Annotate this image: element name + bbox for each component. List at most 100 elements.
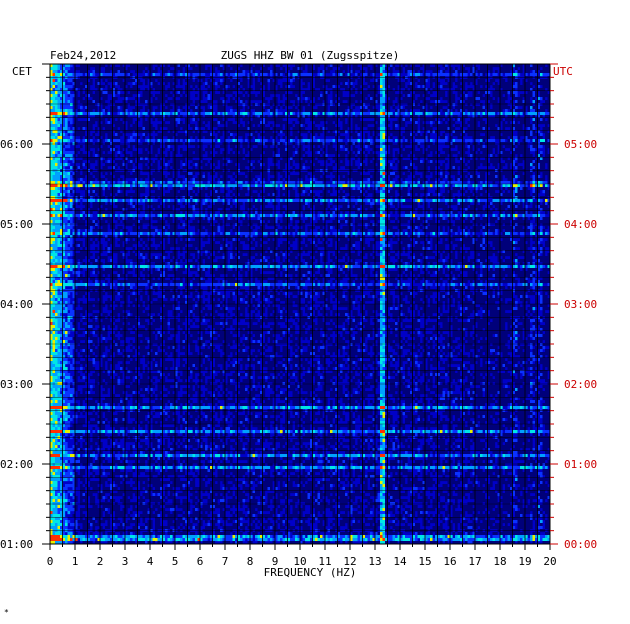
heatmap-cell bbox=[135, 85, 138, 89]
heatmap-cell bbox=[112, 94, 116, 98]
heatmap-cell bbox=[490, 145, 493, 149]
heatmap-cell bbox=[545, 85, 548, 89]
heatmap-cell bbox=[155, 100, 158, 104]
heatmap-cell bbox=[530, 112, 533, 116]
heatmap-cell bbox=[382, 85, 386, 89]
heatmap-cell bbox=[300, 109, 303, 113]
heatmap-cell bbox=[332, 133, 336, 137]
heatmap-cell bbox=[347, 124, 351, 128]
heatmap-cell bbox=[420, 70, 423, 74]
heatmap-cell bbox=[280, 103, 283, 107]
heatmap-cell bbox=[245, 97, 248, 101]
heatmap-cell bbox=[212, 91, 216, 95]
heatmap-cell bbox=[180, 112, 183, 116]
heatmap-cell bbox=[100, 148, 103, 152]
heatmap-cell bbox=[425, 136, 428, 140]
heatmap-cell bbox=[445, 136, 448, 140]
heatmap-cell bbox=[175, 172, 178, 176]
heatmap-cell bbox=[355, 73, 358, 77]
heatmap-cell bbox=[367, 88, 371, 92]
heatmap-cell bbox=[507, 73, 511, 77]
heatmap-cell bbox=[157, 64, 161, 68]
heatmap-cell bbox=[52, 97, 56, 101]
heatmap-cell bbox=[472, 112, 476, 116]
heatmap-cell bbox=[357, 88, 361, 92]
heatmap-cell bbox=[502, 85, 506, 89]
heatmap-cell bbox=[62, 97, 66, 101]
heatmap-cell bbox=[535, 67, 538, 71]
heatmap-cell bbox=[515, 148, 518, 152]
heatmap-cell bbox=[237, 118, 241, 122]
heatmap-cell bbox=[245, 64, 248, 68]
heatmap-cell bbox=[492, 100, 496, 104]
heatmap-cell bbox=[62, 124, 66, 128]
heatmap-cell bbox=[500, 136, 503, 140]
heatmap-cell bbox=[52, 118, 56, 122]
heatmap-cell bbox=[85, 106, 88, 110]
heatmap-cell bbox=[60, 118, 63, 122]
heatmap-cell bbox=[502, 79, 506, 83]
heatmap-cell bbox=[380, 130, 383, 134]
heatmap-cell bbox=[435, 70, 438, 74]
heatmap-cell bbox=[382, 145, 386, 149]
heatmap-cell bbox=[87, 157, 91, 161]
heatmap-cell bbox=[155, 163, 158, 167]
heatmap-cell bbox=[107, 118, 111, 122]
heatmap-cell bbox=[532, 148, 536, 152]
heatmap-cell bbox=[437, 91, 441, 95]
heatmap-cell bbox=[510, 115, 513, 119]
heatmap-cell bbox=[527, 154, 531, 158]
heatmap-cell bbox=[277, 106, 281, 110]
heatmap-cell bbox=[75, 67, 78, 71]
heatmap-cell bbox=[470, 166, 473, 170]
heatmap-cell bbox=[412, 64, 416, 68]
heatmap-cell bbox=[452, 112, 456, 116]
heatmap-cell bbox=[397, 163, 401, 167]
heatmap-cell bbox=[257, 97, 261, 101]
heatmap-cell bbox=[67, 154, 71, 158]
heatmap-cell bbox=[500, 172, 503, 176]
heatmap-cell bbox=[140, 130, 143, 134]
heatmap-cell bbox=[247, 73, 251, 77]
heatmap-cell bbox=[235, 151, 238, 155]
heatmap-cell bbox=[525, 82, 528, 86]
heatmap-cell bbox=[502, 97, 506, 101]
heatmap-cell bbox=[210, 136, 213, 140]
heatmap-cell bbox=[305, 106, 308, 110]
heatmap-cell bbox=[222, 70, 226, 74]
heatmap-cell bbox=[100, 88, 103, 92]
heatmap-cell bbox=[327, 145, 331, 149]
heatmap-cell bbox=[60, 91, 63, 95]
heatmap-cell bbox=[182, 172, 186, 176]
heatmap-cell bbox=[417, 133, 421, 137]
heatmap-cell bbox=[402, 154, 406, 158]
heatmap-cell bbox=[515, 142, 518, 146]
heatmap-cell bbox=[380, 85, 383, 89]
heatmap-cell bbox=[302, 100, 306, 104]
heatmap-cell bbox=[457, 103, 461, 107]
heatmap-cell bbox=[317, 91, 321, 95]
heatmap-cell bbox=[107, 148, 111, 152]
heatmap-cell bbox=[465, 79, 468, 83]
heatmap-cell bbox=[82, 115, 86, 119]
heatmap-cell bbox=[362, 148, 366, 152]
heatmap-cell bbox=[195, 100, 198, 104]
heatmap-cell bbox=[260, 79, 263, 83]
heatmap-cell bbox=[245, 172, 248, 176]
heatmap-cell bbox=[387, 139, 391, 143]
heatmap-cell bbox=[475, 124, 478, 128]
heatmap-cell bbox=[217, 103, 221, 107]
heatmap-cell bbox=[422, 100, 426, 104]
heatmap-cell bbox=[137, 79, 141, 83]
heatmap-cell bbox=[112, 145, 116, 149]
heatmap-cell bbox=[95, 172, 98, 176]
heatmap-cell bbox=[475, 91, 478, 95]
heatmap-cell bbox=[412, 160, 416, 164]
heatmap-cell bbox=[277, 145, 281, 149]
heatmap-cell bbox=[547, 94, 551, 98]
heatmap-cell bbox=[257, 154, 261, 158]
heatmap-cell bbox=[365, 124, 368, 128]
heatmap-cell bbox=[165, 109, 168, 113]
heatmap-cell bbox=[425, 160, 428, 164]
heatmap-cell bbox=[282, 67, 286, 71]
